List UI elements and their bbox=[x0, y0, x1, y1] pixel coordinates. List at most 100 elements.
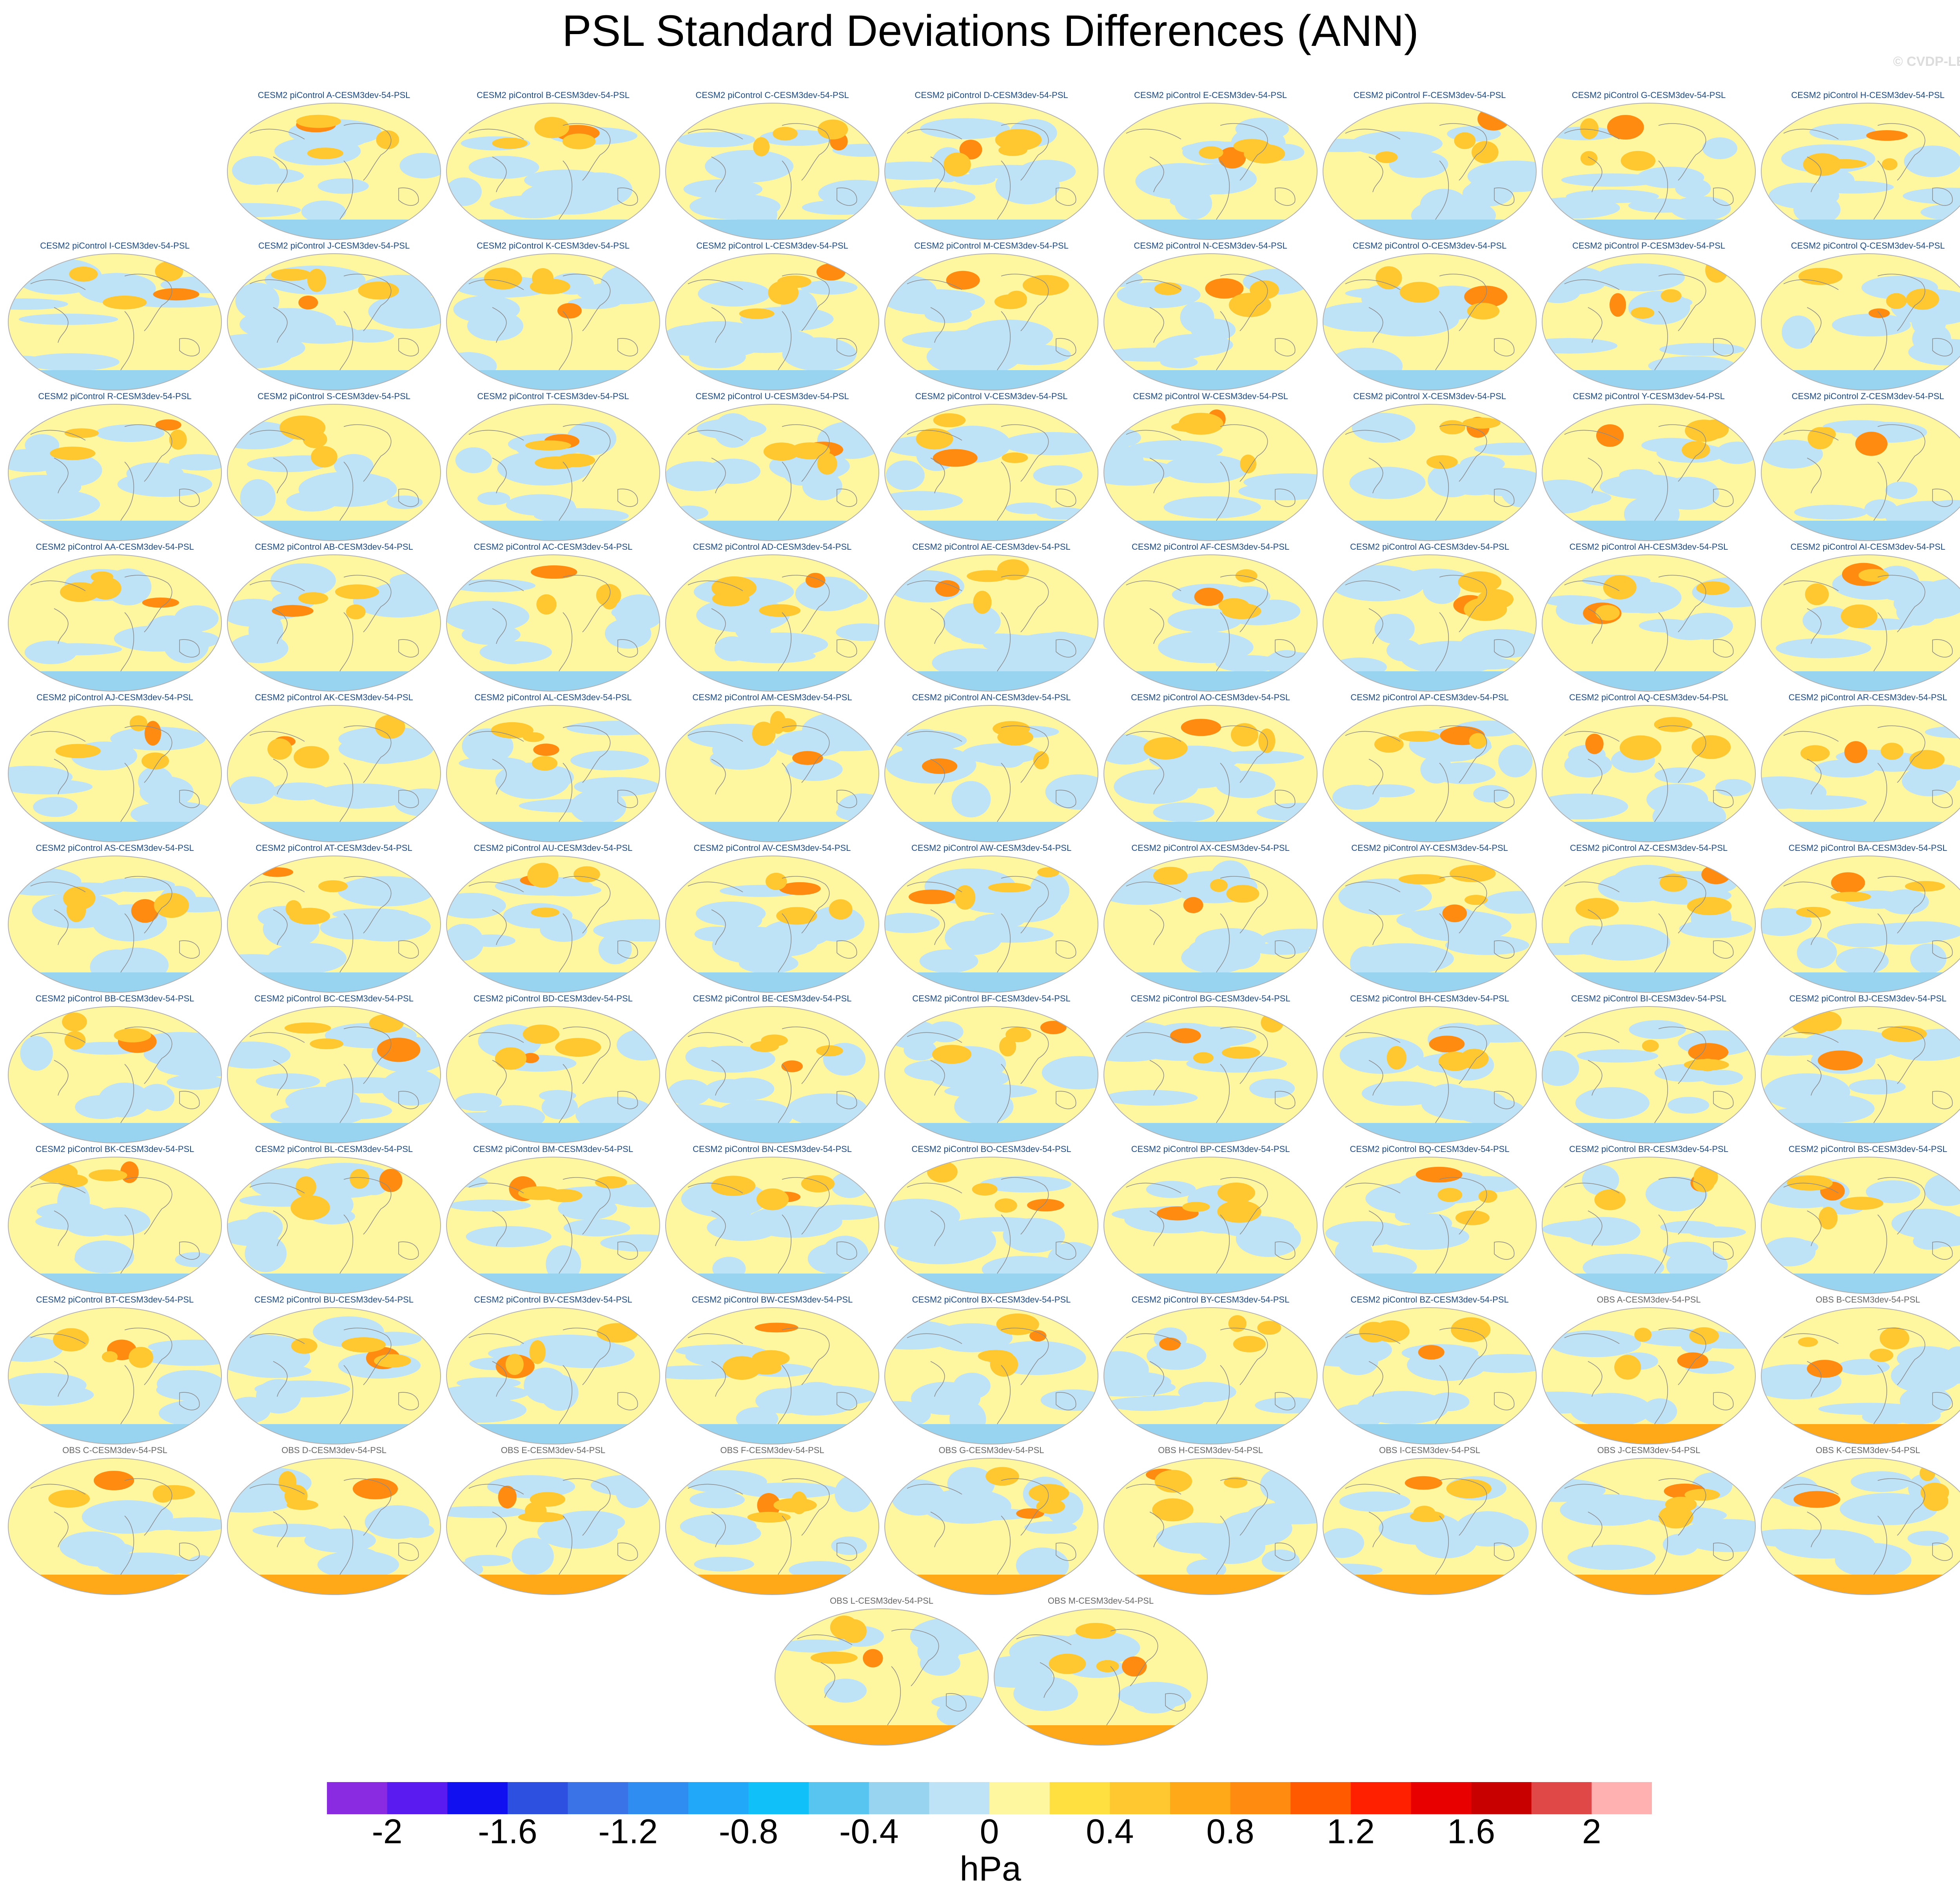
positive-anomaly-patch bbox=[310, 1038, 343, 1049]
positive-anomaly-patch bbox=[722, 1356, 761, 1380]
negative-anomaly-patch bbox=[1163, 496, 1261, 519]
coastline bbox=[1149, 1361, 1164, 1397]
coastline bbox=[468, 1333, 524, 1344]
positive-anomaly-patch bbox=[1609, 293, 1626, 317]
southern-ocean-band bbox=[1761, 220, 1960, 240]
world-map bbox=[8, 705, 222, 842]
positive-anomaly-patch bbox=[350, 1169, 370, 1189]
figure-title: PSL Standard Deviations Differences (ANN… bbox=[562, 6, 1419, 55]
negative-anomaly-patch bbox=[1445, 935, 1530, 955]
coastline bbox=[1658, 274, 1706, 331]
negative-anomaly-patch bbox=[1570, 1393, 1652, 1427]
map-panel: CESM2 piControl K-CESM3dev-54-PSL bbox=[445, 241, 661, 391]
coastline bbox=[1368, 1361, 1383, 1397]
coastline bbox=[837, 790, 857, 808]
positive-anomaly-patch bbox=[298, 295, 318, 310]
southern-ocean-band bbox=[1761, 1424, 1960, 1444]
negative-anomaly-patch bbox=[256, 1073, 320, 1089]
map-panel: CESM2 piControl BI-CESM3dev-54-PSL bbox=[1541, 994, 1757, 1144]
negative-anomaly-patch bbox=[450, 579, 536, 592]
positive-anomaly-patch bbox=[1429, 1036, 1465, 1052]
negative-anomaly-patch bbox=[1174, 187, 1212, 220]
negative-anomaly-patch bbox=[1577, 924, 1670, 961]
coastline bbox=[1439, 1478, 1487, 1536]
negative-anomaly-patch bbox=[1542, 1050, 1579, 1086]
panel-title: CESM2 piControl BB-CESM3dev-54-PSL bbox=[35, 994, 194, 1003]
positive-anomaly-patch bbox=[1677, 1352, 1708, 1369]
coastline bbox=[1216, 160, 1230, 220]
coastline bbox=[492, 1210, 507, 1246]
coastline bbox=[1126, 731, 1181, 742]
positive-anomaly-patch bbox=[535, 456, 578, 469]
positive-anomaly-patch bbox=[1855, 432, 1888, 456]
map-panel: CESM2 piControl O-CESM3dev-54-PSL bbox=[1322, 241, 1537, 391]
map-panel: CESM2 piControl C-CESM3dev-54-PSL bbox=[664, 90, 880, 241]
coastline bbox=[124, 1177, 172, 1235]
positive-anomaly-patch bbox=[1866, 130, 1908, 141]
coastline bbox=[249, 279, 305, 290]
positive-anomaly-patch bbox=[750, 1041, 779, 1052]
coastline bbox=[1216, 612, 1230, 672]
colorbar-swatch bbox=[1230, 1782, 1291, 1814]
world-map bbox=[1761, 705, 1960, 842]
map-border bbox=[8, 404, 222, 541]
coastline bbox=[1588, 1210, 1602, 1246]
positive-anomaly-patch bbox=[985, 1467, 1019, 1486]
positive-anomaly-patch bbox=[946, 271, 980, 290]
map-panel: CESM2 piControl AA-CESM3dev-54-PSL bbox=[7, 542, 223, 692]
map-panel: CESM2 piControl AD-CESM3dev-54-PSL bbox=[664, 542, 880, 692]
map-panel: CESM2 piControl BL-CESM3dev-54-PSL bbox=[226, 1144, 442, 1295]
positive-anomaly-patch bbox=[1399, 731, 1440, 742]
world-map bbox=[446, 1307, 660, 1444]
world-map bbox=[884, 554, 1098, 692]
panel-title: CESM2 piControl AB-CESM3dev-54-PSL bbox=[255, 542, 413, 552]
coastline bbox=[1713, 489, 1734, 507]
map-panel: CESM2 piControl AS-CESM3dev-54-PSL bbox=[7, 843, 223, 994]
positive-anomaly-patch bbox=[1398, 874, 1445, 885]
coastline bbox=[930, 458, 945, 494]
positive-anomaly-patch bbox=[102, 1351, 118, 1363]
southern-ocean-band bbox=[885, 521, 1098, 541]
coastline bbox=[1439, 876, 1487, 934]
panel-title: CESM2 piControl J-CESM3dev-54-PSL bbox=[258, 241, 410, 251]
map-panel: CESM2 piControl AV-CESM3dev-54-PSL bbox=[664, 843, 880, 994]
world-map bbox=[1323, 856, 1537, 993]
coastline bbox=[1588, 458, 1602, 494]
coastline bbox=[837, 1392, 857, 1410]
colorbar-swatch bbox=[809, 1782, 869, 1814]
negative-anomaly-patch bbox=[1352, 412, 1416, 443]
world-map bbox=[1103, 253, 1318, 391]
panel-title: CESM2 piControl S-CESM3dev-54-PSL bbox=[257, 391, 411, 401]
negative-anomaly-patch bbox=[1793, 194, 1841, 225]
positive-anomaly-patch bbox=[102, 295, 147, 309]
map-panel: CESM2 piControl I-CESM3dev-54-PSL bbox=[7, 241, 223, 391]
coastline bbox=[1932, 639, 1953, 658]
positive-anomaly-patch bbox=[1621, 151, 1656, 171]
coastline bbox=[343, 1027, 392, 1084]
panel-title: CESM2 piControl AV-CESM3dev-54-PSL bbox=[693, 843, 851, 853]
negative-anomaly-patch bbox=[1160, 334, 1233, 356]
world-map bbox=[665, 103, 879, 240]
negative-anomaly-patch bbox=[951, 781, 991, 818]
negative-anomaly-patch bbox=[1261, 928, 1317, 948]
negative-anomaly-patch bbox=[456, 1377, 521, 1389]
negative-anomaly-patch bbox=[1654, 767, 1706, 783]
positive-anomaly-patch bbox=[379, 1168, 403, 1192]
southern-ocean-band bbox=[227, 671, 441, 691]
coastline bbox=[273, 909, 288, 945]
coastline bbox=[249, 1032, 305, 1043]
positive-anomaly-patch bbox=[369, 1014, 404, 1033]
coastline bbox=[1783, 430, 1839, 441]
negative-anomaly-patch bbox=[835, 1475, 873, 1512]
positive-anomaly-patch bbox=[533, 743, 559, 756]
world-map bbox=[446, 1157, 660, 1294]
coastline bbox=[1873, 1515, 1887, 1575]
negative-anomaly-patch bbox=[343, 1548, 382, 1574]
positive-anomaly-patch bbox=[757, 1493, 780, 1518]
coastline bbox=[711, 759, 726, 795]
positive-anomaly-patch bbox=[1221, 1047, 1260, 1059]
map-border bbox=[446, 253, 660, 391]
map-border bbox=[884, 103, 1098, 240]
negative-anomaly-patch bbox=[1814, 759, 1876, 778]
southern-ocean-band bbox=[227, 1274, 441, 1294]
